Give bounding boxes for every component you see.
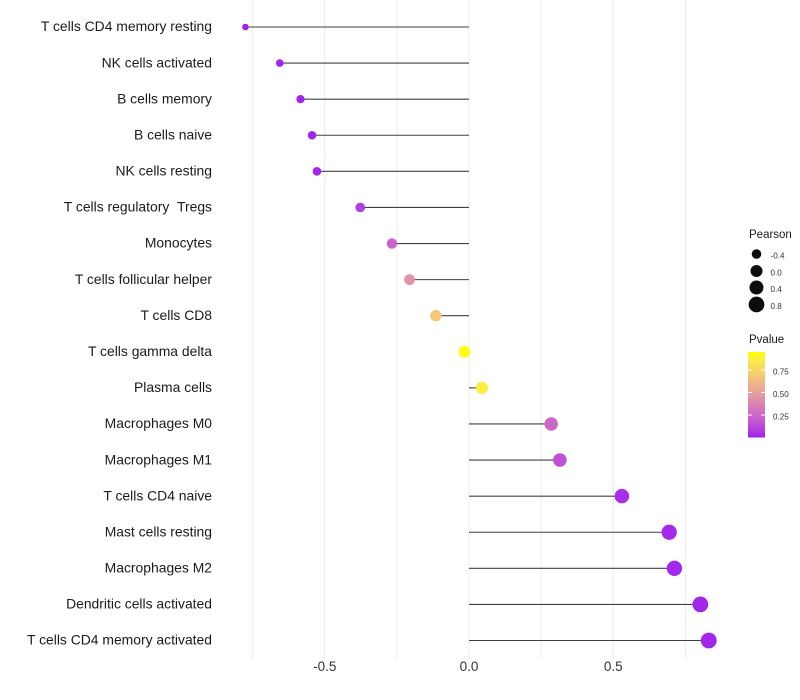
- svg-text:0.8: 0.8: [771, 302, 783, 311]
- svg-text:0.75: 0.75: [773, 368, 789, 377]
- svg-text:Monocytes: Monocytes: [145, 235, 212, 251]
- svg-text:B cells memory: B cells memory: [117, 90, 212, 106]
- svg-text:T cells follicular helper: T cells follicular helper: [75, 271, 213, 287]
- svg-text:-0.4: -0.4: [771, 252, 785, 261]
- svg-text:0.25: 0.25: [773, 413, 789, 422]
- svg-text:Pvalue: Pvalue: [749, 334, 784, 346]
- svg-text:0.0: 0.0: [771, 269, 783, 278]
- svg-text:Macrophages M2: Macrophages M2: [105, 560, 213, 576]
- svg-text:Macrophages M1: Macrophages M1: [105, 451, 213, 467]
- svg-text:T cells CD4 naive: T cells CD4 naive: [103, 487, 212, 503]
- svg-text:T cells CD4 memory resting: T cells CD4 memory resting: [41, 18, 212, 34]
- svg-text:0.4: 0.4: [771, 285, 783, 294]
- svg-text:NK cells resting: NK cells resting: [116, 163, 213, 179]
- svg-text:Mast cells resting: Mast cells resting: [105, 523, 212, 539]
- svg-text:Macrophages M0: Macrophages M0: [105, 415, 213, 431]
- svg-text:0.5: 0.5: [604, 659, 623, 674]
- svg-text:Dendritic cells activated: Dendritic cells activated: [66, 596, 212, 612]
- svg-text:0.0: 0.0: [460, 659, 479, 674]
- svg-text:B cells naive: B cells naive: [134, 126, 212, 142]
- svg-text:0.50: 0.50: [773, 390, 789, 399]
- svg-text:T cells gamma delta: T cells gamma delta: [88, 343, 212, 359]
- svg-text:T cells CD4 memory activated: T cells CD4 memory activated: [27, 632, 212, 648]
- svg-text:Pearson: Pearson: [749, 229, 792, 241]
- svg-text:T cells regulatory Tregs: T cells regulatory Tregs: [64, 199, 212, 215]
- svg-text:-0.5: -0.5: [313, 659, 336, 674]
- svg-text:Plasma cells: Plasma cells: [134, 379, 212, 395]
- svg-text:T cells CD8: T cells CD8: [140, 307, 212, 323]
- svg-text:NK cells activated: NK cells activated: [102, 54, 212, 70]
